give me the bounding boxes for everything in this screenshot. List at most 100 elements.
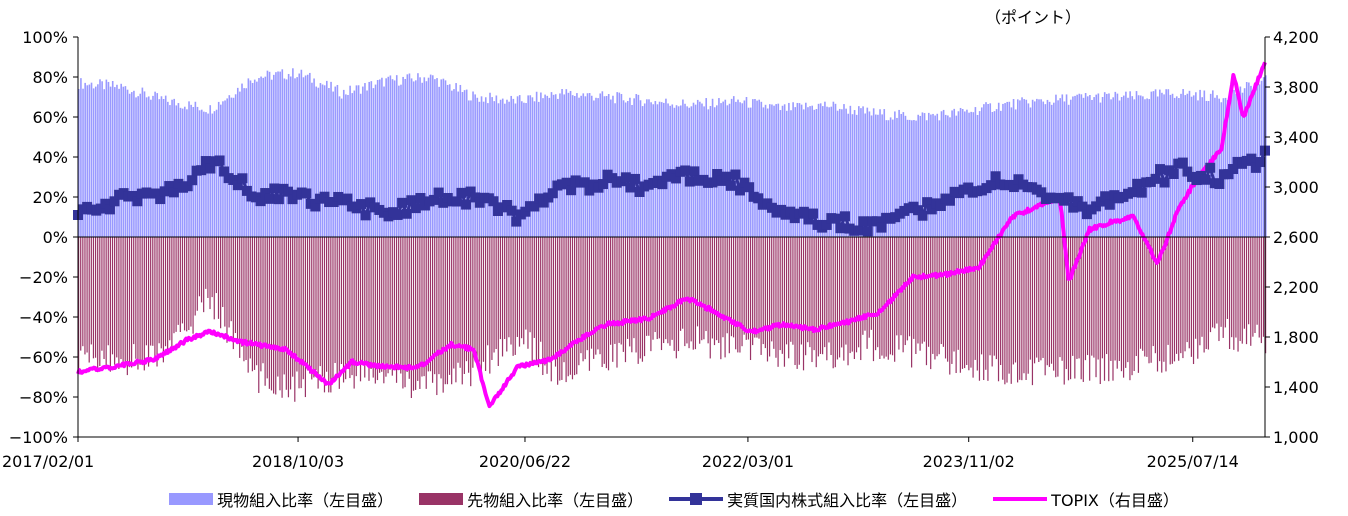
- futures-bar: [116, 237, 118, 358]
- real-equity-point: [241, 185, 252, 196]
- spot-bar: [930, 114, 932, 237]
- futures-bar: [239, 237, 241, 358]
- spot-bar: [834, 103, 837, 237]
- legend-label-spot: 現物組入比率（左目盛）: [217, 491, 394, 510]
- futures-bar: [1135, 237, 1137, 357]
- spot-bar: [764, 104, 767, 237]
- futures-bar: [590, 237, 593, 349]
- futures-bar: [1146, 237, 1148, 357]
- futures-bar: [139, 237, 141, 365]
- real-equity-point: [1255, 157, 1266, 168]
- futures-bar: [656, 237, 658, 340]
- spot-bar: [1127, 97, 1129, 237]
- futures-bar: [306, 237, 309, 371]
- futures-bar: [1114, 237, 1116, 361]
- real-equity-point: [625, 182, 636, 193]
- spot-bar: [851, 114, 854, 237]
- futures-bar: [311, 237, 313, 380]
- futures-bar: [1239, 237, 1241, 342]
- spot-bar: [599, 93, 602, 237]
- futures-bar: [241, 237, 243, 347]
- futures-bar: [169, 237, 171, 341]
- spot-bar: [936, 113, 939, 237]
- futures-bar: [531, 237, 533, 365]
- futures-bar: [478, 237, 480, 362]
- left-tick-label: −40%: [19, 308, 68, 327]
- spot-bar: [143, 91, 146, 237]
- futures-bar: [790, 237, 792, 342]
- real-equity-point: [1150, 173, 1161, 184]
- futures-bar: [629, 237, 631, 347]
- spot-bar: [1053, 102, 1055, 237]
- spot-bar: [139, 93, 142, 238]
- spot-bar: [249, 80, 252, 237]
- futures-bar: [273, 237, 275, 394]
- futures-bar: [1017, 237, 1019, 383]
- spot-bar: [728, 103, 731, 238]
- futures-bar: [783, 237, 786, 367]
- futures-bar: [749, 237, 752, 361]
- spot-bar: [614, 103, 616, 237]
- real-equity-point: [1200, 174, 1211, 185]
- futures-bar: [548, 237, 550, 363]
- futures-bar: [389, 237, 391, 370]
- futures-bar: [883, 237, 885, 359]
- futures-bar: [484, 237, 487, 371]
- left-tick-label: 100%: [22, 28, 68, 47]
- futures-bar: [1171, 237, 1173, 364]
- spot-bar: [864, 113, 866, 237]
- spot-bar: [1029, 107, 1032, 237]
- legend: 現物組入比率（左目盛） 先物組入比率（左目盛） 実質国内株式組入比率（左目盛） …: [0, 486, 1348, 512]
- spot-bar: [468, 100, 470, 237]
- futures-bar: [949, 237, 951, 375]
- futures-bar: [521, 237, 523, 339]
- spot-bar: [1108, 93, 1110, 237]
- futures-bar: [164, 237, 167, 347]
- futures-bar: [677, 237, 680, 352]
- spot-bar: [164, 95, 167, 238]
- spot-bar: [525, 103, 527, 238]
- futures-bar: [234, 237, 237, 334]
- spot-bar: [474, 94, 476, 238]
- futures-bar: [620, 237, 622, 345]
- spot-bar: [1106, 93, 1108, 237]
- futures-bar: [1243, 237, 1245, 329]
- spot-bar: [1137, 95, 1140, 237]
- futures-bar: [849, 237, 851, 354]
- spot-bar: [90, 82, 93, 237]
- spot-bar: [1048, 101, 1051, 237]
- spot-bar: [283, 78, 286, 238]
- spot-bar: [584, 96, 587, 237]
- futures-bar: [777, 237, 779, 367]
- spot-bar: [262, 77, 265, 238]
- spot-bar: [472, 91, 474, 238]
- spot-bar: [289, 76, 292, 237]
- futures-bar: [313, 237, 315, 378]
- futures-bar: [1069, 237, 1072, 380]
- legend-label-topix: TOPIX（右目盛）: [1051, 491, 1179, 510]
- futures-bar: [317, 237, 319, 389]
- spot-bar: [162, 99, 165, 237]
- futures-bar: [980, 237, 983, 355]
- futures-bar: [1222, 237, 1224, 338]
- spot-bar: [1033, 101, 1036, 238]
- spot-bar: [366, 90, 368, 238]
- futures-bar: [639, 237, 641, 359]
- futures-bar: [194, 237, 196, 316]
- spot-bar: [824, 101, 826, 238]
- spot-bar: [302, 77, 305, 237]
- futures-bar: [843, 237, 845, 361]
- futures-bar: [726, 237, 728, 334]
- futures-bar: [1137, 237, 1140, 373]
- spot-bar: [241, 83, 243, 237]
- spot-bar: [122, 86, 125, 237]
- real-equity-point: [410, 203, 421, 214]
- futures-bar: [334, 237, 336, 363]
- futures-bar: [321, 237, 323, 377]
- x-tick-label: 2023/11/02: [923, 452, 1015, 471]
- futures-bar: [1082, 237, 1084, 382]
- spot-bar: [862, 106, 864, 238]
- spot-bar: [1082, 97, 1085, 237]
- futures-bar: [173, 237, 175, 334]
- futures-bar: [1091, 237, 1093, 356]
